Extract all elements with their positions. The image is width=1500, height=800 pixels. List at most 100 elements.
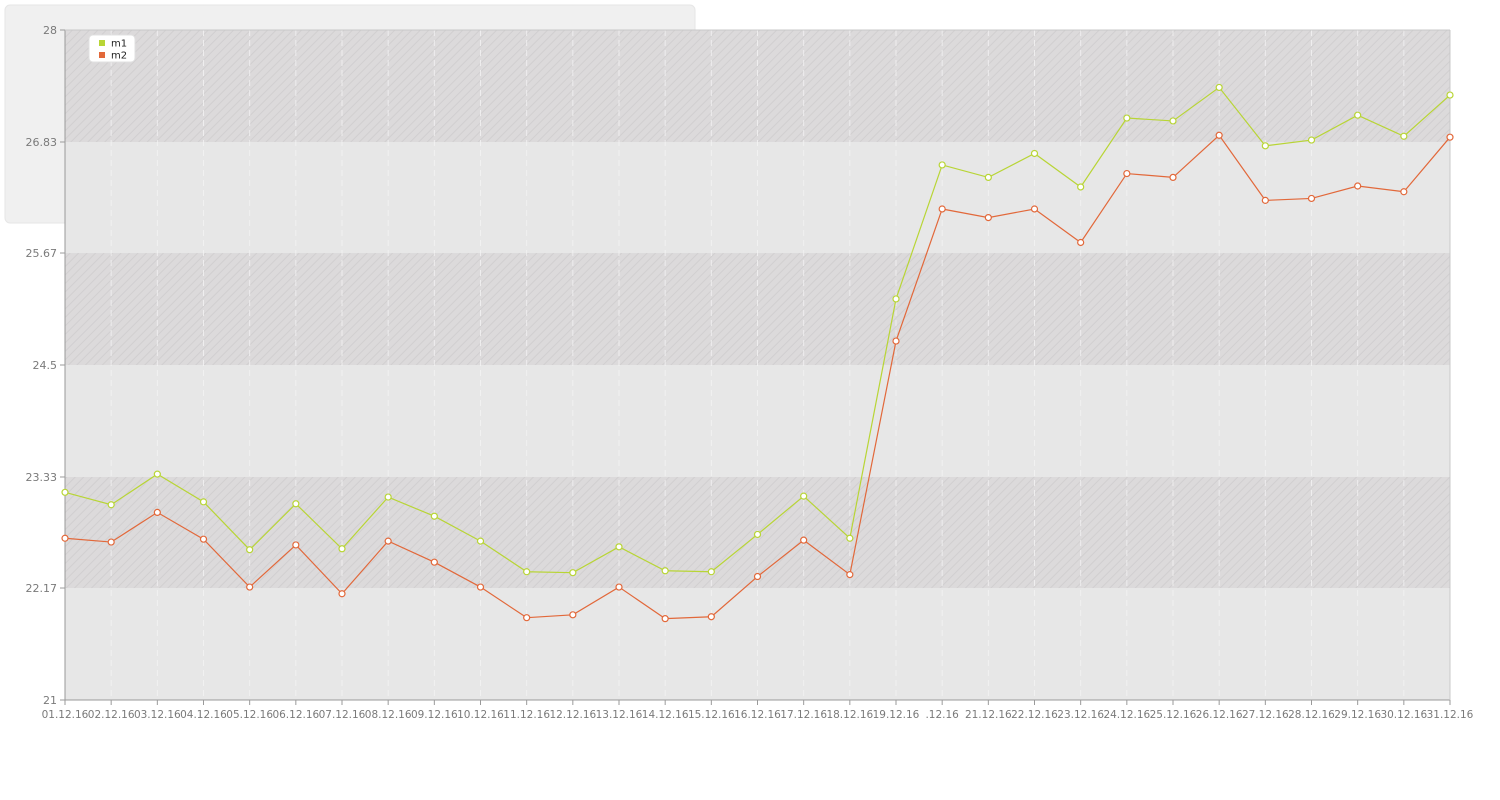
point-m1 <box>1123 114 1131 122</box>
point-m2 <box>523 614 531 622</box>
point-m2 <box>1261 196 1269 204</box>
point-m1 <box>1215 83 1223 92</box>
y-tick-label: 22.17 <box>26 582 58 595</box>
x-tick-label: 28.12.16 <box>1288 709 1335 721</box>
x-tick-label: 01.12.16 <box>42 709 89 721</box>
x-tick-label: .12.16 <box>925 709 959 721</box>
point-m1 <box>107 501 115 509</box>
point-m2 <box>384 537 392 545</box>
point-m2 <box>61 534 69 542</box>
point-m2 <box>800 536 808 544</box>
point-m2 <box>1446 133 1454 141</box>
x-tick-label: 15.12.16 <box>688 709 735 721</box>
point-m1 <box>753 530 762 539</box>
point-m1 <box>984 173 992 181</box>
x-tick-label: 07.12.16 <box>319 709 366 721</box>
point-m2 <box>476 583 485 591</box>
point-m1 <box>199 498 208 506</box>
point-m2 <box>615 583 623 591</box>
point-m2 <box>1169 173 1177 181</box>
x-tick-label: 24.12.16 <box>1103 709 1150 721</box>
point-m1 <box>523 568 531 576</box>
x-tick-label: 11.12.16 <box>503 709 550 721</box>
plot-band <box>65 141 1450 254</box>
point-m2 <box>430 558 438 566</box>
x-tick-label: 26.12.16 <box>1196 709 1243 721</box>
y-tick-label: 23.33 <box>26 471 58 484</box>
x-tick-label: 05.12.16 <box>226 709 273 721</box>
point-m2 <box>292 541 300 549</box>
point-m1 <box>1169 117 1177 125</box>
point-m2 <box>938 205 946 213</box>
vertical-gridlines <box>110 30 1405 700</box>
point-m1 <box>1030 149 1039 158</box>
point-m1 <box>800 492 808 500</box>
point-m1 <box>292 500 300 508</box>
point-m1 <box>1077 183 1085 191</box>
x-tick-label: 25.12.16 <box>1150 709 1197 721</box>
x-tick-label: 19.12.16 <box>873 709 920 721</box>
point-m1 <box>846 534 854 542</box>
y-tick-label: 25.67 <box>26 247 58 260</box>
y-tick-label: 21 <box>43 694 57 707</box>
point-m1 <box>1446 91 1454 99</box>
point-m1 <box>615 543 623 551</box>
x-tick-label: 13.12.16 <box>596 709 643 721</box>
x-tick-label: 16.12.16 <box>734 709 781 721</box>
x-tick-label: 29.12.16 <box>1334 709 1381 721</box>
x-tick-label: 04.12.16 <box>180 709 227 721</box>
point-m2 <box>569 611 577 619</box>
x-tick-label: 09.12.16 <box>411 709 458 721</box>
point-m1 <box>1261 142 1269 150</box>
x-tick-label: 27.12.16 <box>1242 709 1289 721</box>
point-m1 <box>1354 111 1362 119</box>
point-m1 <box>338 545 346 553</box>
point-m2 <box>1400 188 1408 196</box>
point-m1 <box>61 488 69 496</box>
y-tick-label: 26.83 <box>26 136 58 149</box>
point-m2 <box>892 337 900 345</box>
point-m2 <box>661 615 669 623</box>
point-m2 <box>107 538 115 546</box>
x-tick-label: 23.12.16 <box>1057 709 1104 721</box>
x-tick-label: 10.12.16 <box>457 709 504 721</box>
x-tick-label: 12.12.16 <box>549 709 596 721</box>
x-tick-label: 14.12.16 <box>642 709 689 721</box>
plot-band <box>65 253 1450 365</box>
point-m2 <box>153 508 161 517</box>
x-tick-label: 21.12.16 <box>965 709 1012 721</box>
point-m2 <box>1123 169 1131 178</box>
x-axis-ticks: 01.12.16 02.12.16 03.12.16 04.12.16 05.12.16… <box>42 700 1474 721</box>
point-m2 <box>1030 205 1039 213</box>
point-m2 <box>984 214 992 222</box>
x-tick-label: 17.12.16 <box>780 709 827 721</box>
x-tick-label: 08.12.16 <box>365 709 412 721</box>
legend-label-m2: m2 <box>111 51 127 62</box>
y-axis-ticks: 21 22.17 23.33 24.5 25.67 26.83 28 <box>26 24 65 707</box>
point-m1 <box>661 567 669 575</box>
point-m1 <box>153 470 161 478</box>
point-m1 <box>430 512 438 520</box>
point-m2 <box>246 583 254 591</box>
point-m1 <box>892 295 900 303</box>
point-m2 <box>707 613 715 621</box>
point-m2 <box>753 572 762 581</box>
x-tick-label: 03.12.16 <box>134 709 181 721</box>
point-m1 <box>1307 136 1316 144</box>
point-m2 <box>1215 131 1223 139</box>
legend-swatch-m1 <box>99 40 105 46</box>
legend-label-m1: m1 <box>111 39 127 50</box>
x-tick-label: 22.12.16 <box>1011 709 1058 721</box>
point-m2 <box>199 535 208 543</box>
point-m2 <box>1354 182 1362 190</box>
point-m1 <box>476 537 485 545</box>
point-m1 <box>1400 132 1408 140</box>
point-m1 <box>246 546 254 554</box>
point-m2 <box>1307 194 1316 203</box>
point-m1 <box>938 161 946 169</box>
x-tick-label: 06.12.16 <box>272 709 319 721</box>
y-tick-label: 28 <box>43 24 57 37</box>
point-m2 <box>1077 238 1085 247</box>
